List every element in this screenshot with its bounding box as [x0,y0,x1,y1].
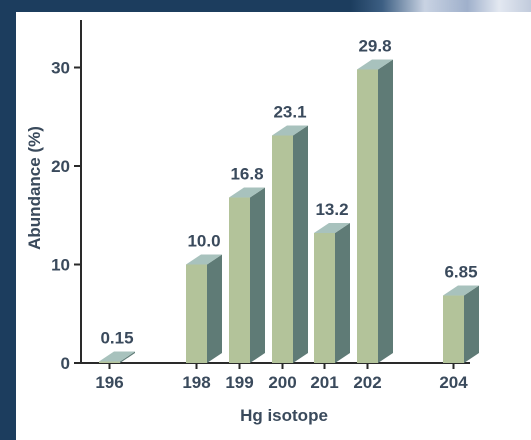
x-tick-label: 204 [439,373,468,392]
bar-front-face [186,264,207,363]
y-tick-label: 20 [51,157,70,176]
x-tick-label: 198 [182,373,210,392]
bar-200 [272,125,308,363]
bar-top-face [99,351,135,362]
x-tick-label: 196 [95,373,123,392]
y-axis-title: Abundance (%) [25,126,44,250]
bar-front-face [99,361,120,363]
x-axis-title: Hg isotope [240,406,328,425]
x-tick-label: 200 [268,373,296,392]
y-tick-label: 30 [51,59,70,78]
bar-top-face [186,254,222,265]
bar-201 [314,222,350,363]
data-label: 0.15 [100,329,133,348]
bars [99,59,479,363]
bar-front-face [272,135,293,363]
bar-top-face [272,125,308,136]
bar-top-face [443,285,479,296]
data-label: 16.8 [230,165,263,184]
y-tick-label: 10 [51,256,70,275]
bar-top-face [229,187,265,198]
x-axis-ticks: 196 198 199 200 201 202 204 [95,363,468,392]
data-label: 23.1 [273,102,306,121]
bar-196 [99,351,135,363]
x-tick-label: 201 [310,373,338,392]
data-label: 6.85 [444,263,477,282]
decorative-side-band [0,0,16,440]
data-label: 10.0 [187,232,220,251]
decorative-header-strip [0,0,531,12]
bar-front-face [229,197,250,363]
bar-side-face [207,254,222,363]
bar-204 [443,285,479,363]
bar-front-face [443,295,464,363]
bar-side-face [250,187,265,363]
bar-front-face [314,232,335,363]
bar-side-face [293,125,308,363]
bar-202 [357,59,393,363]
bar-198 [186,254,222,363]
bar-top-face [314,222,350,233]
x-tick-label: 202 [353,373,381,392]
data-labels: 0.15 10.0 16.8 23.1 13.2 29.8 6.85 [100,36,477,347]
x-tick-label: 199 [225,373,253,392]
y-tick-label: 0 [61,354,70,373]
bar-side-face [120,351,135,363]
bar-199 [229,187,265,363]
bar-top-face [357,59,393,70]
bar-side-face [464,285,479,363]
bar-front-face [357,69,378,363]
bar-side-face [335,222,350,363]
bar-side-face [378,59,393,363]
data-label: 13.2 [315,200,348,219]
data-label: 29.8 [358,36,391,55]
y-axis-ticks: 0 10 20 30 [51,59,81,373]
